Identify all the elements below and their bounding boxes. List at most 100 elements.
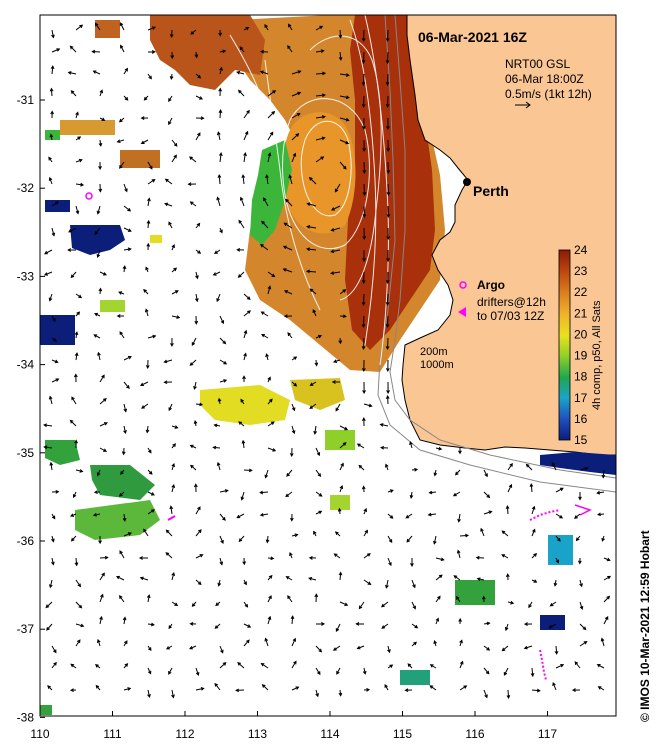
velocity-arrow (386, 139, 391, 153)
velocity-arrow (333, 359, 341, 363)
velocity-arrow (189, 201, 197, 207)
drifters-line1: drifters@12h (477, 295, 546, 309)
velocity-arrow (315, 469, 322, 478)
velocity-arrow (330, 271, 341, 275)
velocity-arrow (119, 331, 125, 339)
velocity-arrow (171, 571, 175, 581)
velocity-arrow (291, 356, 298, 361)
velocity-arrow (123, 247, 132, 252)
velocity-arrow (267, 90, 277, 97)
velocity-arrow (531, 579, 538, 583)
velocity-arrow (147, 179, 156, 185)
velocity-arrow (165, 552, 173, 559)
velocity-arrow (289, 447, 294, 458)
velocity-arrow (75, 205, 80, 215)
velocity-arrow (139, 381, 149, 386)
velocity-arrow (122, 616, 127, 625)
velocity-arrow (193, 381, 197, 390)
velocity-arrow (164, 178, 173, 185)
velocity-arrow (51, 557, 55, 566)
velocity-arrow (237, 661, 245, 669)
velocity-arrow (243, 579, 247, 586)
velocity-arrow (189, 622, 197, 626)
velocity-arrows (43, 22, 612, 700)
x-axis: 110 111 112 113 114 115 116 117 (30, 711, 557, 741)
x-tick-label: 117 (538, 727, 557, 741)
velocity-arrow (267, 110, 276, 119)
velocity-arrow (411, 601, 416, 610)
velocity-arrow (305, 269, 317, 274)
velocity-arrow (339, 485, 344, 493)
velocity-arrow (193, 419, 198, 427)
velocity-arrow (67, 248, 76, 252)
velocity-arrow (334, 531, 341, 537)
velocity-arrow (98, 161, 102, 171)
velocity-arrow (361, 337, 366, 351)
velocity-arrow (261, 220, 269, 229)
velocity-arrow (427, 512, 437, 517)
velocity-arrow (141, 403, 149, 409)
velocity-arrow (259, 70, 269, 75)
velocity-arrow (291, 686, 300, 691)
velocity-arrow (145, 359, 150, 370)
velocity-arrow (387, 535, 393, 544)
velocity-arrow (195, 554, 204, 559)
velocity-arrow (213, 423, 221, 428)
argo-float-icon[interactable] (85, 192, 93, 200)
velocity-arrow (435, 557, 445, 562)
velocity-arrow (283, 314, 293, 318)
velocity-arrow (119, 161, 125, 169)
credit-text: © IMOS 10-Mar-2021 12:59 Hobart (638, 530, 652, 722)
velocity-arrow (75, 136, 82, 141)
sst-cold-patch (45, 200, 70, 212)
velocity-arrow (315, 334, 323, 339)
sst-patch (60, 120, 115, 135)
velocity-arrow (238, 89, 245, 97)
velocity-arrow (579, 623, 587, 631)
velocity-arrow (290, 615, 295, 625)
velocity-arrow (171, 290, 179, 295)
velocity-arrow (243, 109, 250, 119)
velocity-arrow (43, 423, 53, 428)
velocity-arrow (306, 247, 317, 252)
velocity-arrow (385, 73, 390, 87)
velocity-arrow (94, 22, 101, 31)
velocity-arrow (596, 664, 605, 669)
perth-marker[interactable] (463, 178, 471, 186)
velocity-arrow (99, 447, 108, 452)
velocity-arrow (386, 161, 391, 175)
velocity-arrow (385, 337, 390, 351)
velocity-arrow (73, 373, 78, 383)
velocity-arrow (118, 117, 125, 123)
sst-patch (330, 495, 350, 510)
velocity-arrow (384, 683, 389, 691)
velocity-arrow (579, 641, 588, 647)
velocity-arrow (168, 403, 173, 412)
velocity-arrow (336, 667, 341, 675)
sst-green-patch (90, 465, 155, 500)
drifter-track (167, 515, 176, 521)
velocity-arrow (171, 139, 178, 147)
argo-legend-icon (459, 281, 467, 289)
velocity-arrow (361, 271, 366, 285)
velocity-arrow (96, 205, 101, 215)
velocity-arrow (407, 663, 413, 669)
velocity-arrow (95, 684, 101, 691)
velocity-arrow (404, 688, 413, 693)
velocity-arrow (260, 663, 269, 669)
velocity-arrow (237, 271, 245, 278)
velocity-arrow (596, 490, 605, 495)
y-axis: -31 -32 -33 -34 -35 -36 -37 -38 (17, 93, 45, 724)
velocity-arrow (475, 555, 485, 560)
velocity-arrow (455, 469, 461, 476)
velocity-arrow (195, 249, 202, 254)
velocity-arrow (123, 640, 128, 647)
velocity-arrow (72, 491, 77, 499)
sst-patch (95, 20, 120, 38)
velocity-arrow (334, 183, 341, 193)
velocity-arrow (123, 183, 128, 193)
velocity-arrow (339, 425, 349, 431)
drifter-legend-icon (458, 307, 466, 317)
velocity-arrow (123, 67, 128, 75)
velocity-arrow (291, 112, 301, 119)
